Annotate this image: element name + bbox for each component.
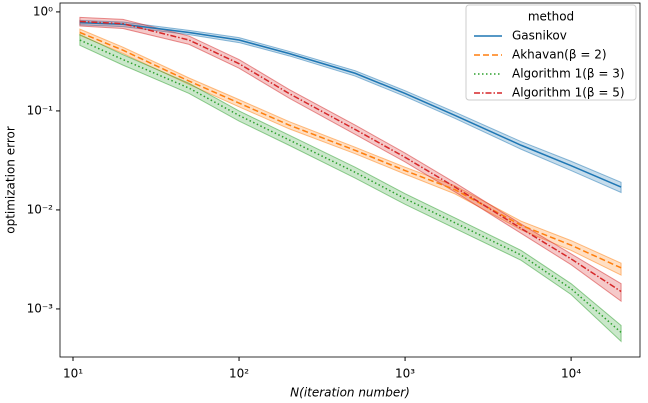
y-tick-label: 10⁰ xyxy=(33,4,53,18)
series-line xyxy=(79,39,622,333)
y-axis-label: optimization error xyxy=(4,126,18,234)
series-line xyxy=(79,20,622,293)
x-tick-label: 10³ xyxy=(395,367,415,381)
series-line xyxy=(79,31,622,269)
legend-label: Algorithm 1(β = 5) xyxy=(512,86,625,100)
error-band xyxy=(79,16,622,303)
x-tick-label: 10² xyxy=(229,367,249,381)
x-tick-label: 10⁴ xyxy=(561,367,581,381)
error-band xyxy=(79,19,622,194)
y-tick-label: 10⁻¹ xyxy=(27,103,54,117)
x-axis-label: N(iteration number) xyxy=(290,386,410,400)
legend-box xyxy=(465,4,637,101)
x-tick-label: 10¹ xyxy=(63,367,83,381)
y-tick-label: 10⁻³ xyxy=(27,301,54,315)
legend-label: Gasnikov xyxy=(512,29,567,43)
legend-label: Algorithm 1(β = 3) xyxy=(512,67,625,81)
legend-title: method xyxy=(528,10,574,24)
legend-label: Akhavan(β = 2) xyxy=(512,48,607,62)
plot-frame xyxy=(59,2,641,358)
y-tick-label: 10⁻² xyxy=(27,202,54,216)
error-band xyxy=(79,28,622,276)
error-band xyxy=(79,33,622,343)
series-line xyxy=(79,21,622,188)
